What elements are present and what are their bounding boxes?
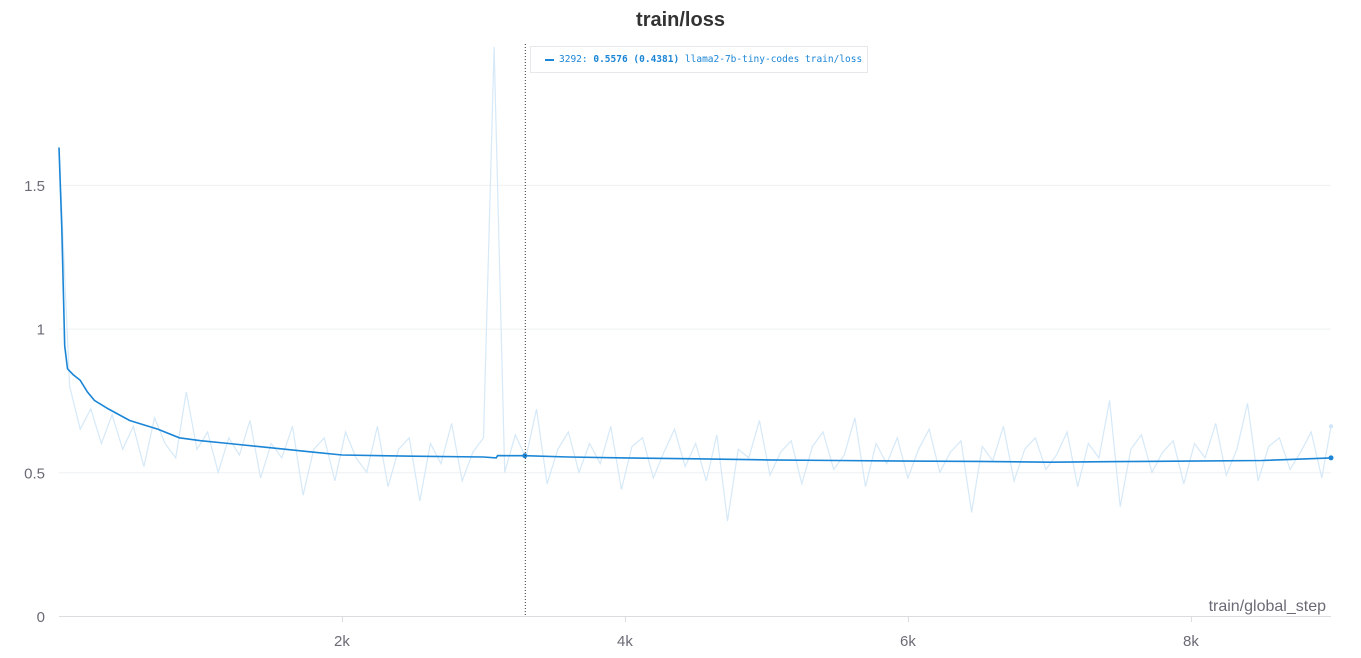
tooltip-raw-value: (0.4381)	[633, 54, 680, 65]
y-tick-label: 0.5	[24, 465, 45, 482]
x-tick-label: 8k	[1183, 633, 1199, 650]
smoothed-loss-line	[58, 147, 1332, 464]
x-tick-label: 2k	[334, 633, 350, 650]
tooltip-step: 3292:	[559, 54, 588, 65]
chart-title: train/loss	[636, 9, 725, 31]
raw-end-point	[1329, 424, 1333, 429]
y-axis-ticks: 0 0.5 1 1.5	[24, 178, 45, 626]
tooltip-series-name: llama2-7b-tiny-codes train/loss	[684, 54, 863, 65]
grid-lines	[59, 184, 1331, 474]
x-tick-label: 4k	[617, 633, 633, 650]
tooltip-value: 0.5576	[593, 54, 628, 65]
y-tick-label: 1	[37, 322, 45, 339]
y-tick-label: 1.5	[24, 178, 45, 195]
series-swatch-icon	[545, 58, 554, 61]
raw-loss-line	[58, 46, 1332, 522]
series-end-point	[1328, 455, 1334, 461]
x-axis-ticks: 2k 4k 6k 8k	[334, 616, 1199, 650]
x-tick-label: 6k	[900, 633, 916, 650]
y-tick-label: 0	[37, 609, 45, 626]
x-axis-label: train/global_step	[1209, 598, 1327, 615]
hover-tooltip: 3292: 0.5576 (0.4381) llama2-7b-tiny-cod…	[530, 46, 868, 73]
